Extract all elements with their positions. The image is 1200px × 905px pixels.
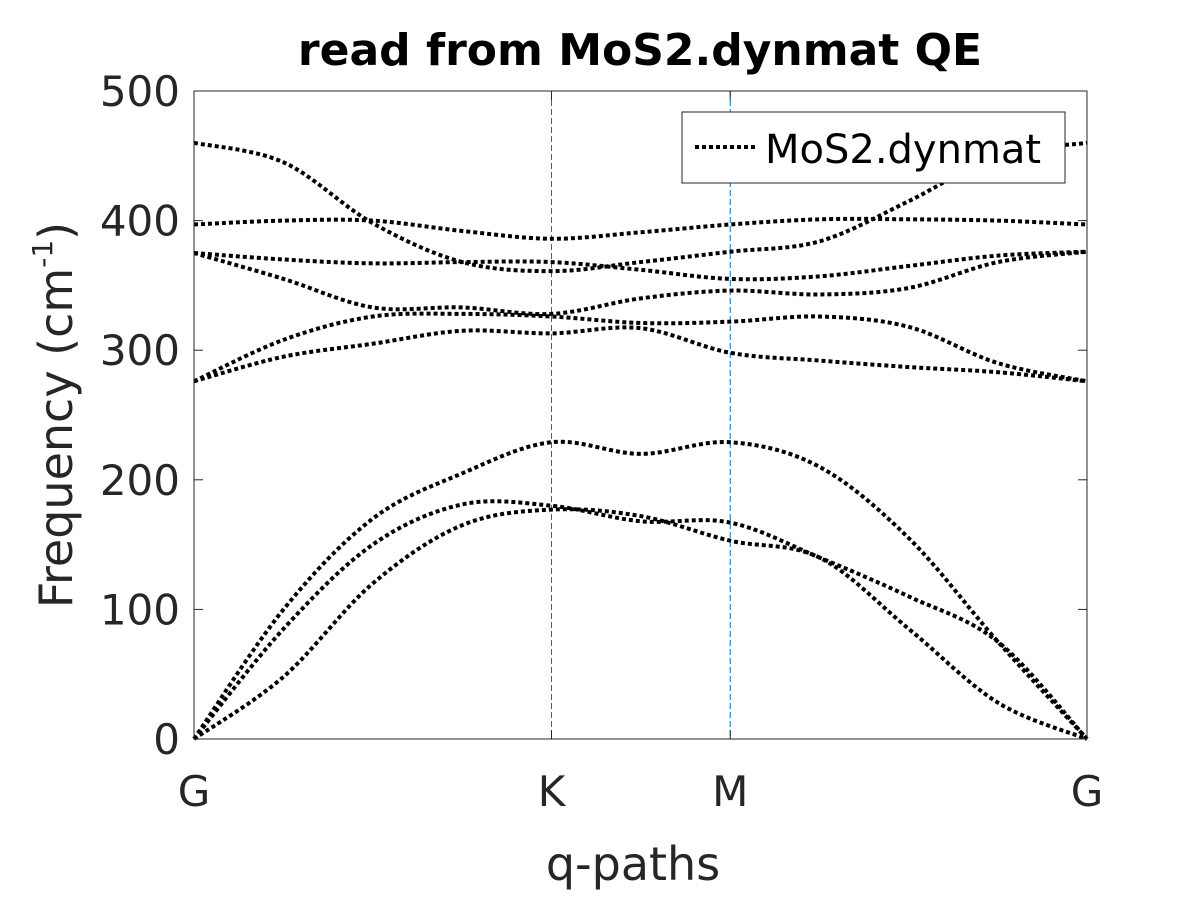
x-tick-label-3: G — [1071, 767, 1104, 816]
y-tick-label-4: 400 — [100, 197, 180, 246]
y-tick-label-1: 100 — [100, 585, 180, 634]
y-tick-label-3: 300 — [100, 326, 180, 375]
y-axis-label: Frequency (cm-1) — [26, 222, 83, 608]
y-axis-label-main: Frequency (cm — [29, 268, 83, 608]
y-tick-label-5: 500 — [100, 67, 180, 116]
x-tick-label-0: G — [178, 767, 211, 816]
legend: MoS2.dynmat — [681, 111, 1066, 184]
branch-8 — [193, 216, 1088, 241]
branch-3 — [192, 507, 1088, 741]
branch-2 — [192, 499, 1089, 741]
y-axis-label-superscript: -1 — [26, 240, 59, 268]
y-axis-label-close: ) — [29, 222, 83, 240]
branch-4 — [193, 325, 1088, 384]
axis-ticks: 0 100 200 300 400 500 G K M G — [100, 67, 1103, 816]
x-axis-label: q-paths — [546, 837, 720, 891]
chart-title: read from MoS2.dynmat QE — [298, 25, 982, 76]
axes-box — [193, 90, 1088, 740]
high-symmetry-lines — [550, 91, 731, 739]
y-tick-label-0: 0 — [153, 715, 180, 764]
branch-7 — [193, 249, 1088, 282]
y-tick-label-2: 200 — [100, 456, 180, 505]
series-MoS2-dynmat — [192, 140, 1089, 741]
branch-9 — [193, 140, 1088, 274]
x-tick-label-2: M — [712, 767, 748, 816]
x-tick-label-1: K — [538, 767, 567, 816]
plot-area — [194, 91, 1087, 739]
branch-6 — [193, 249, 1088, 317]
legend-label: MoS2.dynmat — [765, 127, 1041, 173]
branch-5 — [193, 311, 1088, 384]
branch-1 — [192, 439, 1089, 741]
